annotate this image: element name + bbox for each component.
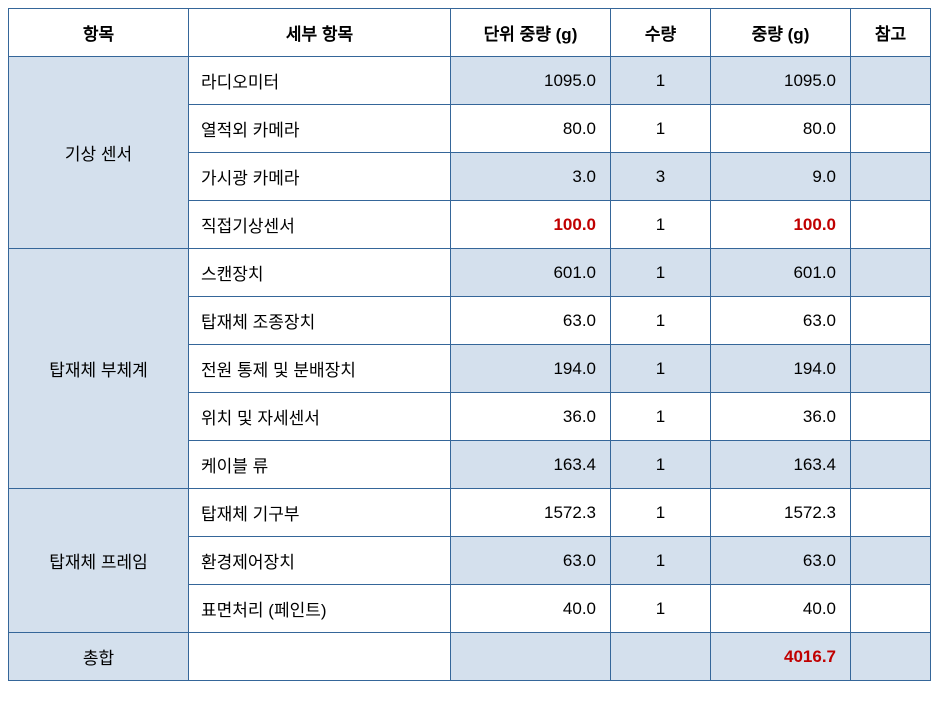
weight-cell: 63.0 xyxy=(711,537,851,585)
quantity-cell: 1 xyxy=(611,393,711,441)
subitem-cell: 탑재체 기구부 xyxy=(189,489,451,537)
reference-cell xyxy=(851,153,931,201)
reference-cell xyxy=(851,345,931,393)
quantity-cell: 1 xyxy=(611,201,711,249)
total-empty-cell xyxy=(611,633,711,681)
reference-cell xyxy=(851,297,931,345)
reference-cell xyxy=(851,393,931,441)
quantity-cell: 1 xyxy=(611,441,711,489)
unit-weight-cell: 194.0 xyxy=(451,345,611,393)
table-row: 탑재체 부체계스캔장치601.01601.0 xyxy=(9,249,931,297)
header-unit-weight: 단위 중량 (g) xyxy=(451,9,611,57)
table-row: 탑재체 프레임탑재체 기구부1572.311572.3 xyxy=(9,489,931,537)
total-empty-cell xyxy=(451,633,611,681)
table-header: 항목 세부 항목 단위 중량 (g) 수량 중량 (g) 참고 xyxy=(9,9,931,57)
subitem-cell: 가시광 카메라 xyxy=(189,153,451,201)
header-category: 항목 xyxy=(9,9,189,57)
unit-weight-cell: 601.0 xyxy=(451,249,611,297)
weight-cell: 40.0 xyxy=(711,585,851,633)
unit-weight-cell: 40.0 xyxy=(451,585,611,633)
unit-weight-cell: 1095.0 xyxy=(451,57,611,105)
unit-weight-cell: 63.0 xyxy=(451,537,611,585)
category-cell: 탑재체 프레임 xyxy=(9,489,189,633)
subitem-cell: 탑재체 조종장치 xyxy=(189,297,451,345)
subitem-cell: 직접기상센서 xyxy=(189,201,451,249)
weight-cell: 194.0 xyxy=(711,345,851,393)
table-body: 기상 센서라디오미터1095.011095.0열적외 카메라80.0180.0가… xyxy=(9,57,931,681)
weight-cell: 1095.0 xyxy=(711,57,851,105)
total-value-cell: 4016.7 xyxy=(711,633,851,681)
unit-weight-cell: 63.0 xyxy=(451,297,611,345)
subitem-cell: 케이블 류 xyxy=(189,441,451,489)
subitem-cell: 라디오미터 xyxy=(189,57,451,105)
unit-weight-cell: 80.0 xyxy=(451,105,611,153)
reference-cell xyxy=(851,105,931,153)
category-cell: 기상 센서 xyxy=(9,57,189,249)
reference-cell xyxy=(851,537,931,585)
quantity-cell: 1 xyxy=(611,345,711,393)
weight-cell: 63.0 xyxy=(711,297,851,345)
weight-table: 항목 세부 항목 단위 중량 (g) 수량 중량 (g) 참고 기상 센서라디오… xyxy=(8,8,931,681)
total-empty-cell xyxy=(189,633,451,681)
weight-cell: 163.4 xyxy=(711,441,851,489)
header-quantity: 수량 xyxy=(611,9,711,57)
weight-cell: 36.0 xyxy=(711,393,851,441)
header-reference: 참고 xyxy=(851,9,931,57)
reference-cell xyxy=(851,489,931,537)
weight-cell: 1572.3 xyxy=(711,489,851,537)
subitem-cell: 열적외 카메라 xyxy=(189,105,451,153)
quantity-cell: 1 xyxy=(611,537,711,585)
subitem-cell: 표면처리 (페인트) xyxy=(189,585,451,633)
reference-cell xyxy=(851,441,931,489)
weight-cell: 100.0 xyxy=(711,201,851,249)
weight-cell: 9.0 xyxy=(711,153,851,201)
subitem-cell: 위치 및 자세센서 xyxy=(189,393,451,441)
weight-cell: 80.0 xyxy=(711,105,851,153)
quantity-cell: 1 xyxy=(611,105,711,153)
total-label-cell: 총합 xyxy=(9,633,189,681)
subitem-cell: 전원 통제 및 분배장치 xyxy=(189,345,451,393)
total-empty-cell xyxy=(851,633,931,681)
quantity-cell: 1 xyxy=(611,57,711,105)
reference-cell xyxy=(851,57,931,105)
total-row: 총합 4016.7 xyxy=(9,633,931,681)
quantity-cell: 1 xyxy=(611,585,711,633)
category-cell: 탑재체 부체계 xyxy=(9,249,189,489)
header-subitem: 세부 항목 xyxy=(189,9,451,57)
quantity-cell: 1 xyxy=(611,297,711,345)
unit-weight-cell: 163.4 xyxy=(451,441,611,489)
quantity-cell: 3 xyxy=(611,153,711,201)
header-weight: 중량 (g) xyxy=(711,9,851,57)
reference-cell xyxy=(851,585,931,633)
unit-weight-cell: 100.0 xyxy=(451,201,611,249)
unit-weight-cell: 3.0 xyxy=(451,153,611,201)
quantity-cell: 1 xyxy=(611,249,711,297)
unit-weight-cell: 1572.3 xyxy=(451,489,611,537)
quantity-cell: 1 xyxy=(611,489,711,537)
subitem-cell: 환경제어장치 xyxy=(189,537,451,585)
table-row: 기상 센서라디오미터1095.011095.0 xyxy=(9,57,931,105)
subitem-cell: 스캔장치 xyxy=(189,249,451,297)
reference-cell xyxy=(851,201,931,249)
weight-cell: 601.0 xyxy=(711,249,851,297)
unit-weight-cell: 36.0 xyxy=(451,393,611,441)
reference-cell xyxy=(851,249,931,297)
